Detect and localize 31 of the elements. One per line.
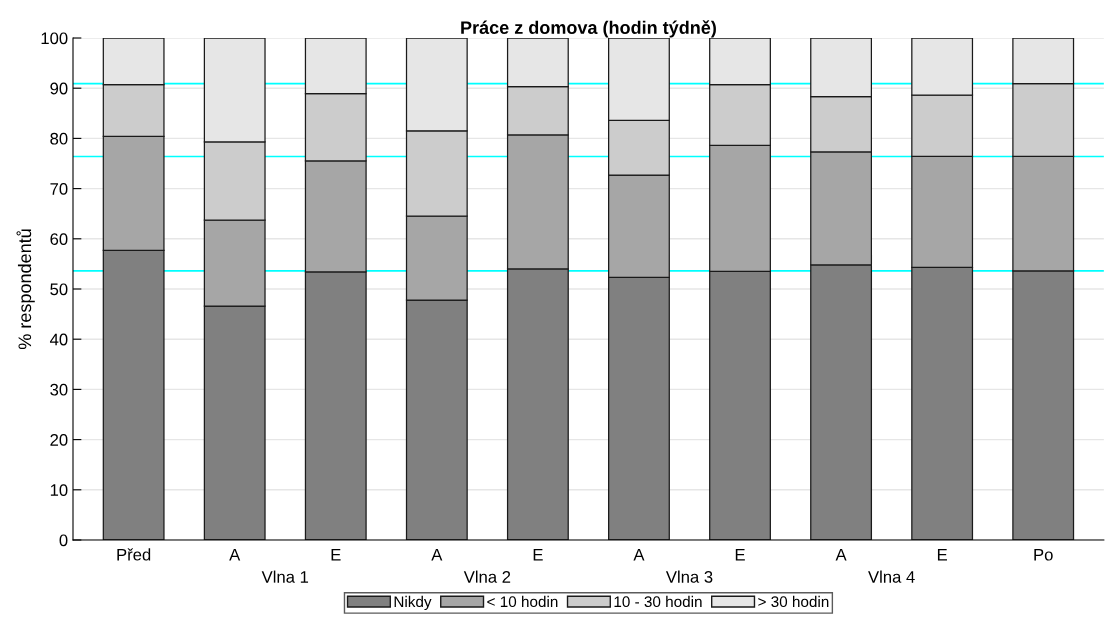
y-tick-label: 90 [50,82,68,95]
x-tick-label: A [431,548,443,561]
y-tick-label: 30 [50,383,68,396]
legend-label: > 30 hodin [758,595,829,608]
y-tick-label: 50 [50,283,68,296]
y-tick-label: 100 [41,32,68,45]
x-tick-label: Po [1034,548,1053,561]
chart-title: Práce z domova (hodin týdně) [461,20,716,38]
x-tick-label: E [331,548,341,561]
y-tick-label: 0 [59,534,68,547]
x-tick-label: E [735,548,745,561]
y-tick-label: 60 [50,233,68,245]
legend-label: Nikdy [394,595,432,611]
x-tick-label: A [633,548,645,561]
y-axis-title: % respondentů [16,229,35,350]
text: Vlna 4 [868,570,915,583]
x-tick-label: Před [117,548,151,561]
text: Vlna 3 [665,570,713,583]
x-tick-label: A [229,548,241,561]
y-tick-label: 40 [49,333,68,346]
legend-label: 10 - 30 hodin [614,595,702,608]
y-tick-label: 70 [50,183,68,195]
y-tick-label: 80 [50,132,68,145]
y-tick-label: 10 [50,484,68,496]
x-tick-label: E [533,548,543,561]
y-tick-label: 20 [50,434,68,446]
text: Vlna 2 [463,570,511,583]
x-tick-label: E [937,548,947,561]
x-tick-label: A [835,548,847,561]
text: Vlna 1 [261,570,309,583]
legend-label: < 10 hodin [487,595,558,608]
